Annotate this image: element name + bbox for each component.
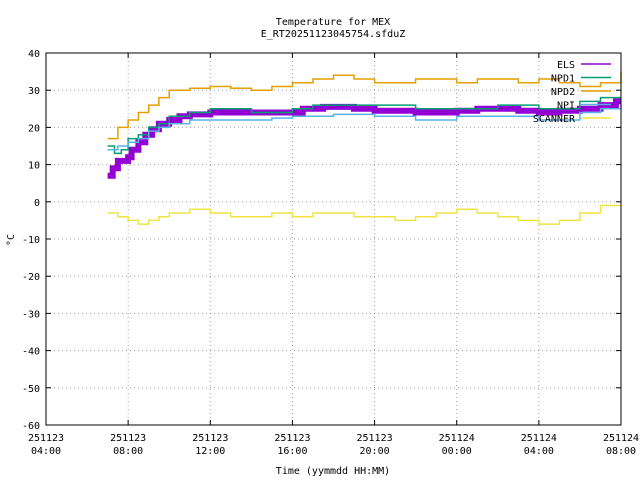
y-tick-label: 0 — [34, 198, 40, 209]
chart-subtitle: E_RT20251123045754.sfduZ — [261, 29, 406, 40]
x-tick-time-label: 08:00 — [113, 446, 143, 457]
y-tick-label: -40 — [22, 347, 40, 358]
legend: ELS NPD1 NPD2 NPI SCANNER — [533, 60, 611, 125]
legend-label: NPD1 — [551, 74, 575, 85]
legend-label: ELS — [557, 60, 575, 71]
y-axis-ticks: -60 -50 -40 -30 -20 -10 0 10 20 30 40 — [22, 49, 621, 432]
x-tick-date-label: 251124 — [603, 433, 639, 444]
x-tick-time-label: 08:00 — [606, 446, 636, 457]
series-line-npi — [107, 105, 622, 151]
x-tick-date-label: 251123 — [28, 433, 64, 444]
y-tick-label: -60 — [22, 421, 40, 432]
y-tick-label: 20 — [28, 123, 40, 134]
series-line-npd2 — [107, 71, 622, 140]
y-tick-label: 10 — [28, 161, 40, 172]
x-tick-time-label: 20:00 — [360, 446, 390, 457]
x-tick-time-label: 04:00 — [31, 446, 61, 457]
y-tick-label: -10 — [22, 235, 40, 246]
x-tick-time-label: 04:00 — [524, 446, 554, 457]
x-tick-time-label: 12:00 — [195, 446, 225, 457]
x-tick-date-label: 251123 — [274, 433, 310, 444]
series-line-scanner — [107, 204, 621, 225]
y-tick-label: -50 — [22, 384, 40, 395]
chart-title: Temperature for MEX — [276, 17, 390, 28]
y-tick-label: 30 — [28, 86, 40, 97]
series-line-els — [107, 98, 621, 179]
legend-label: SCANNER — [533, 114, 576, 125]
y-tick-label: -20 — [22, 272, 40, 283]
series-line-npd1 — [107, 96, 621, 155]
legend-label: NPD2 — [551, 87, 575, 98]
x-tick-date-label: 251124 — [439, 433, 475, 444]
x-tick-time-label: 00:00 — [442, 446, 472, 457]
x-tick-date-label: 251123 — [357, 433, 393, 444]
x-tick-date-label: 251123 — [110, 433, 146, 444]
y-tick-label: -30 — [22, 309, 40, 320]
x-tick-date-label: 251123 — [192, 433, 228, 444]
legend-label: NPI — [557, 101, 575, 112]
x-axis-label: Time (yymmdd HH:MM) — [276, 466, 390, 477]
y-tick-label: 40 — [28, 49, 40, 60]
x-tick-date-label: 251124 — [521, 433, 557, 444]
x-tick-time-label: 16:00 — [277, 446, 307, 457]
x-axis-ticks: 251123 04:00 251123 08:00 251123 12:00 251123 1… — [28, 53, 639, 457]
y-axis-label: °C — [6, 234, 17, 246]
series-lines — [107, 71, 622, 225]
